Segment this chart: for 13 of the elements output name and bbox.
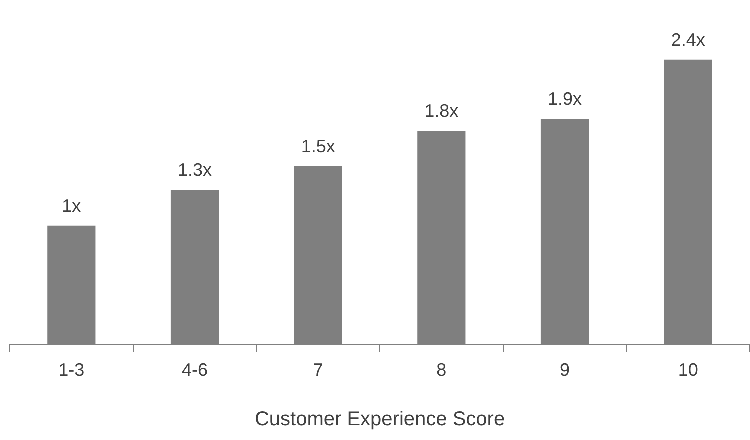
x-tick-label: 4-6 bbox=[182, 360, 208, 380]
x-tick-label: 7 bbox=[313, 360, 324, 380]
x-tick-label: 9 bbox=[560, 360, 570, 380]
x-tick-label: 8 bbox=[436, 360, 447, 380]
x-tick-label: 1-3 bbox=[58, 360, 85, 380]
data-label: 1.8x bbox=[424, 100, 459, 121]
x-axis-title: Customer Experience Score bbox=[254, 408, 506, 431]
data-label: 1.3x bbox=[178, 160, 212, 180]
data-label: 1.5x bbox=[301, 136, 336, 157]
x-tick-label: 10 bbox=[678, 360, 698, 380]
data-label: 1.9x bbox=[548, 89, 582, 110]
data-label: 2.4x bbox=[671, 30, 706, 50]
data-label: 1x bbox=[62, 196, 82, 216]
